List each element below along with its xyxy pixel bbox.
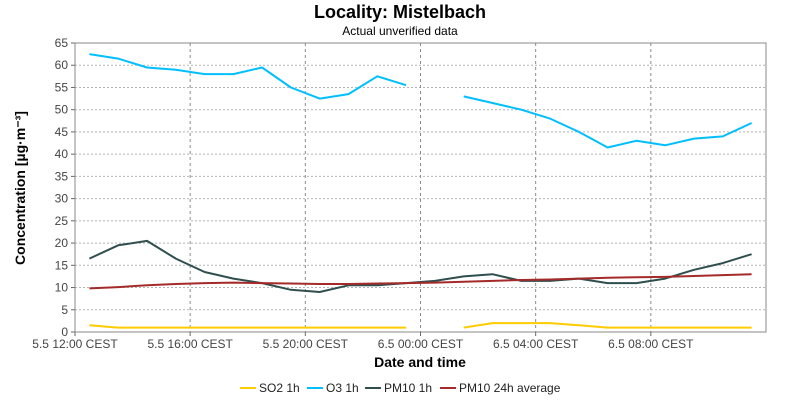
series-line-o3-1h [463,95,753,149]
x-tick-label: 5.5 12:00 CEST [32,337,118,351]
y-tick-label: 40 [55,147,69,161]
series-line-so2-1h [89,324,407,329]
y-tick-label: 45 [55,125,69,139]
y-tick-label: 25 [55,214,69,228]
y-tick-label: 20 [55,236,69,250]
y-tick-label: 65 [55,36,69,50]
x-tick-label: 6.5 04:00 CEST [493,337,579,351]
y-tick-label: 55 [55,80,69,94]
series-line-so2-1h [463,322,752,329]
legend-label-o3-1h: O3 1h [326,381,359,395]
y-tick-label: 5 [61,303,68,317]
x-axis-label: Date and time [374,354,466,370]
chart-subtitle: Actual unverified data [342,24,458,38]
y-tick-label: 10 [55,281,69,295]
y-tick-label: 30 [55,192,69,206]
legend-label-so2-1h: SO2 1h [259,381,300,395]
legend: SO2 1h O3 1h PM10 1h PM10 24h average [240,381,561,395]
series-line-o3-1h [89,53,407,100]
x-tick-label: 6.5 08:00 CEST [608,337,694,351]
plot-border [74,42,767,333]
series-line-pm10-24h-average [89,273,752,290]
x-tick-label: 5.5 16:00 CEST [147,337,233,351]
y-tick-label: 60 [55,58,69,72]
x-tick-label: 5.5 20:00 CEST [263,337,349,351]
y-tick-label: 35 [55,169,69,183]
y-tick-label: 50 [55,103,69,117]
y-tick-label: 15 [55,258,69,272]
chart-title: Locality: Mistelbach [314,2,486,22]
legend-label-pm10-1h: PM10 1h [384,381,432,395]
legend-label-pm10-24h-average: PM10 24h average [459,381,561,395]
y-axis-label: Concentration [µg·m⁻³] [12,111,28,265]
x-tick-label: 6.5 00:00 CEST [378,337,464,351]
y-tick-label: 0 [61,325,68,339]
